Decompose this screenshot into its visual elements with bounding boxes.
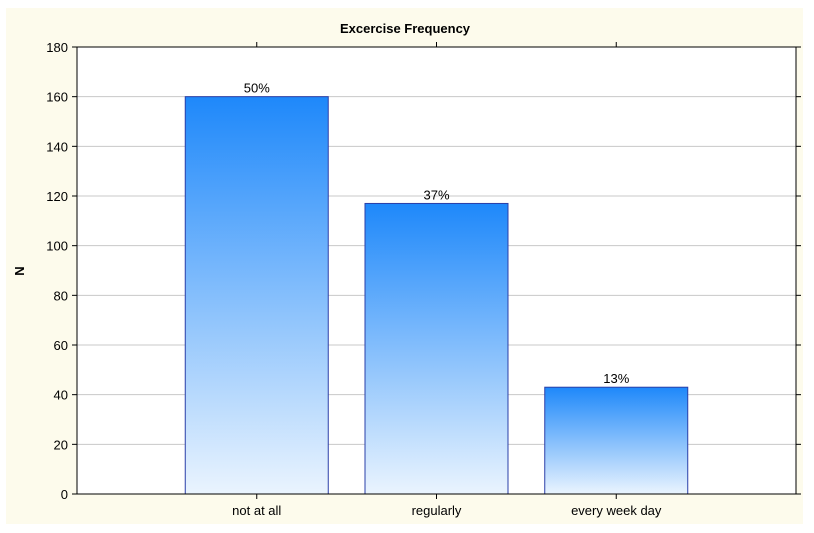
y-tick-label: 80: [54, 288, 68, 303]
bar-data-label: 37%: [423, 187, 449, 202]
chart-title: Excercise Frequency: [340, 21, 471, 36]
y-tick-label: 160: [46, 90, 68, 105]
y-tick-label: 40: [54, 388, 68, 403]
x-tick-label: regularly: [412, 503, 462, 518]
y-tick-label: 0: [61, 487, 68, 502]
bar-data-label: 13%: [603, 371, 629, 386]
plot-border: [76, 46, 797, 495]
y-tick-label: 60: [54, 338, 68, 353]
x-tick-label: every week day: [571, 503, 662, 518]
bar-data-label: 50%: [244, 81, 270, 96]
bar: [364, 202, 509, 495]
bar: [544, 386, 689, 495]
y-axis-label: N: [12, 266, 27, 275]
y-tick-label: 180: [46, 40, 68, 55]
plot-area: 0 20 40 60 80 100 120 140 160 180 50% not at all 37%…: [46, 40, 801, 518]
y-tick-label: 120: [46, 189, 68, 204]
x-tick-label: not at all: [232, 503, 281, 518]
y-tick-label: 140: [46, 139, 68, 154]
bar: [184, 96, 329, 495]
y-tick-label: 100: [46, 239, 68, 254]
y-tick-label: 20: [54, 437, 68, 452]
